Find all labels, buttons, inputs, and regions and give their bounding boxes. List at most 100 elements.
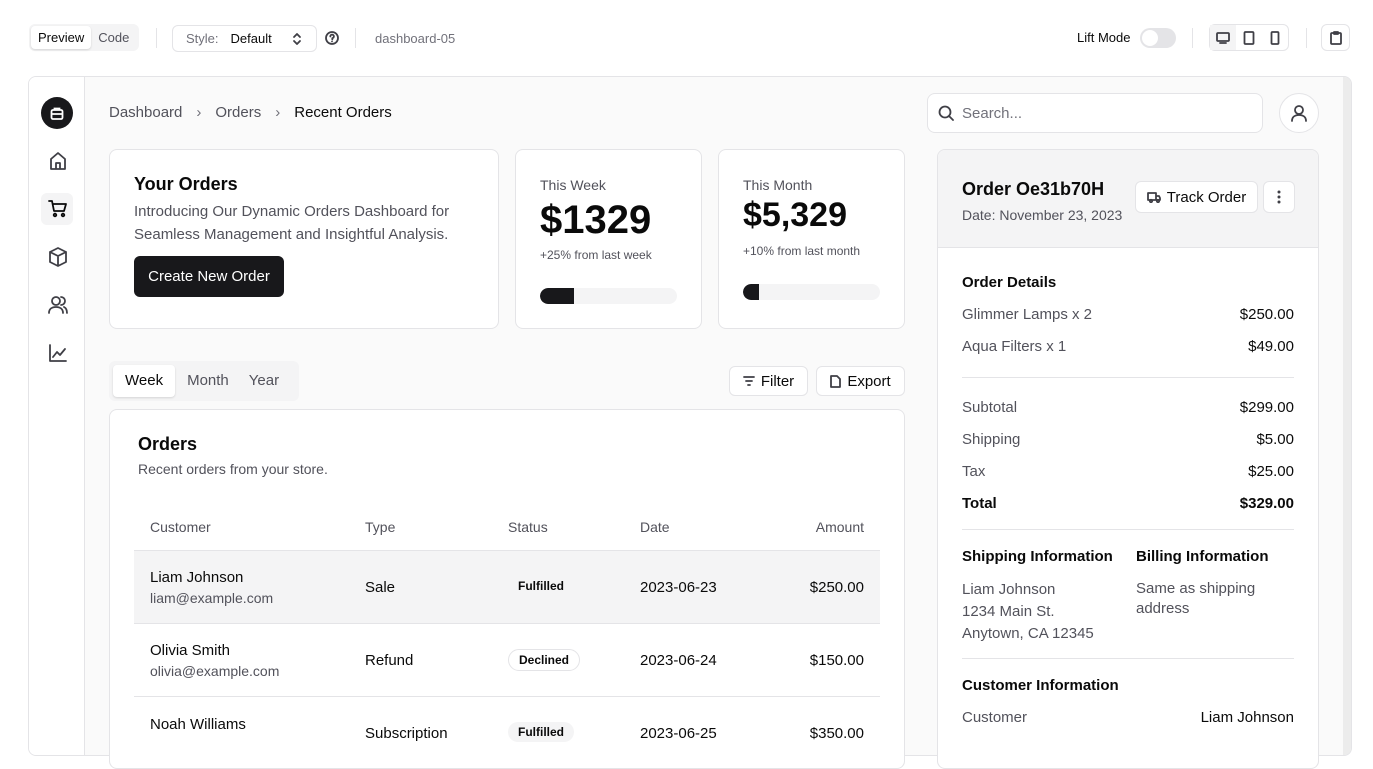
- style-label: Style:: [186, 31, 219, 46]
- style-value: Default: [230, 31, 272, 46]
- crumb[interactable]: Orders: [215, 104, 262, 121]
- row-value: $5.00: [1256, 431, 1294, 448]
- search-placeholder: Search...: [962, 104, 1023, 122]
- order-type: Refund: [365, 652, 414, 669]
- filter-button[interactable]: Filter: [729, 366, 808, 396]
- export-button[interactable]: Export: [816, 366, 905, 396]
- style-select[interactable]: Style: Default: [172, 25, 317, 52]
- button-label: Track Order: [1166, 188, 1247, 206]
- row-value: $25.00: [1248, 463, 1294, 480]
- icon: [1277, 190, 1281, 204]
- order-title: Order Oe31b70H: [962, 179, 1105, 199]
- row-label: Glimmer Lamps x 2: [962, 306, 1093, 323]
- icon: [742, 376, 755, 386]
- nav-products[interactable]: [48, 247, 68, 267]
- shipping-address: Liam Johnson 1234 Main St. Anytown, CA 1…: [962, 579, 1094, 645]
- copy-button[interactable]: [1321, 24, 1350, 51]
- button-label: Export: [847, 372, 891, 390]
- total-row: Total $329.00: [962, 495, 1294, 512]
- view-tabs: Preview Code: [29, 24, 139, 51]
- order-date: 2023-06-24: [640, 652, 717, 669]
- row-label: Total: [962, 495, 997, 512]
- table-row[interactable]: Noah Williams Subscription Fulfilled 2023-0…: [134, 697, 880, 768]
- nav-orders-active[interactable]: [41, 193, 73, 225]
- customer-email: liam@example.com: [150, 590, 274, 606]
- lift-toggle[interactable]: [1140, 28, 1176, 48]
- body: Preview Code Style: Default dashboard-05…: [28, 24, 1352, 769]
- section-title: Order Details: [962, 274, 1057, 291]
- nav-home[interactable]: [48, 151, 68, 171]
- icon: [1291, 105, 1307, 122]
- stat-value: $5,329: [743, 196, 847, 234]
- crumb[interactable]: Dashboard: [109, 104, 183, 121]
- tab-preview[interactable]: Preview: [31, 26, 92, 49]
- order-date: Date: November 23, 2023: [962, 207, 1123, 223]
- row-value: $329.00: [1239, 495, 1294, 512]
- stat-value: $1329: [540, 198, 652, 242]
- search-icon: [938, 105, 954, 121]
- icon: [830, 374, 842, 388]
- customer-name: Noah Williams: [150, 716, 246, 733]
- chevrons: [293, 32, 301, 45]
- column-header: Type: [365, 519, 396, 535]
- nav-analytics[interactable]: [48, 343, 68, 363]
- divider: [156, 28, 157, 48]
- period-tab[interactable]: Year: [248, 372, 280, 389]
- order-panel: Order Oe31b70H Date: November 23, 2023 T…: [937, 149, 1319, 769]
- progress-bar: [540, 288, 575, 304]
- order-amount: $350.00: [809, 725, 864, 742]
- sidebar: [29, 77, 85, 755]
- icon: [1216, 31, 1230, 44]
- create-order-button[interactable]: Create New Order: [134, 256, 284, 297]
- column-header: Amount: [815, 519, 864, 535]
- track-order-button[interactable]: Track Order: [1135, 181, 1258, 213]
- card-description: Introducing Our Dynamic Orders Dashboard…: [134, 203, 450, 243]
- order-amount: $250.00: [809, 579, 864, 596]
- section-title: Billing Information: [1136, 548, 1269, 565]
- orders-title: Orders: [138, 434, 198, 454]
- progress-track: [743, 284, 880, 300]
- progress-track: [540, 288, 677, 304]
- more-button[interactable]: [1263, 181, 1295, 213]
- column-header: Date: [640, 519, 670, 535]
- row-value: $299.00: [1239, 399, 1294, 416]
- button-label: Filter: [760, 372, 795, 390]
- customer-row: Customer Liam Johnson: [962, 709, 1294, 726]
- icon: [50, 107, 64, 120]
- crumb-sep: ›: [196, 104, 202, 121]
- avatar[interactable]: [1279, 93, 1319, 133]
- row-value: $49.00: [1248, 338, 1294, 355]
- tab-code[interactable]: Code: [98, 30, 130, 45]
- row-value: $250.00: [1239, 306, 1294, 323]
- column-header: Customer: [150, 519, 211, 535]
- divider: [1306, 28, 1307, 48]
- customer-name: Liam Johnson: [150, 569, 244, 586]
- item-row: Aqua Filters x 1 $49.00: [962, 338, 1294, 355]
- period-tab-active[interactable]: Week: [113, 365, 176, 397]
- stat-card: This Week $1329 +25% from last week: [515, 149, 702, 329]
- divider: [355, 28, 356, 48]
- device-desktop[interactable]: [1210, 25, 1236, 50]
- orders-subtitle: Recent orders from your store.: [138, 461, 328, 477]
- device-tablet[interactable]: [1236, 25, 1262, 50]
- nav-orders: [48, 200, 67, 218]
- table-row[interactable]: Liam Johnson liam@example.com Sale Fulfille…: [134, 551, 880, 624]
- table-row[interactable]: Olivia Smith olivia@example.com Refund Decl…: [134, 624, 880, 697]
- total-row: Tax $25.00: [962, 463, 1294, 480]
- help-icon[interactable]: [325, 31, 339, 45]
- logo[interactable]: [41, 97, 73, 129]
- nav-customers[interactable]: [48, 295, 68, 315]
- search-box[interactable]: Search...: [927, 93, 1263, 133]
- stat-change: +10% from last month: [743, 244, 861, 258]
- icon: [1270, 30, 1280, 45]
- toggle-knob: [1142, 30, 1158, 46]
- customer-email: olivia@example.com: [150, 663, 280, 679]
- device-phone[interactable]: [1262, 25, 1288, 50]
- order-type: Sale: [365, 579, 396, 596]
- section-title: Customer Information: [962, 677, 1119, 694]
- section-title: Shipping Information: [962, 548, 1113, 565]
- block-name: dashboard-05: [375, 31, 456, 46]
- row-label: Aqua Filters x 1: [962, 338, 1067, 355]
- address-line: Anytown, CA 12345: [962, 625, 1094, 642]
- period-tab[interactable]: Month: [187, 372, 229, 389]
